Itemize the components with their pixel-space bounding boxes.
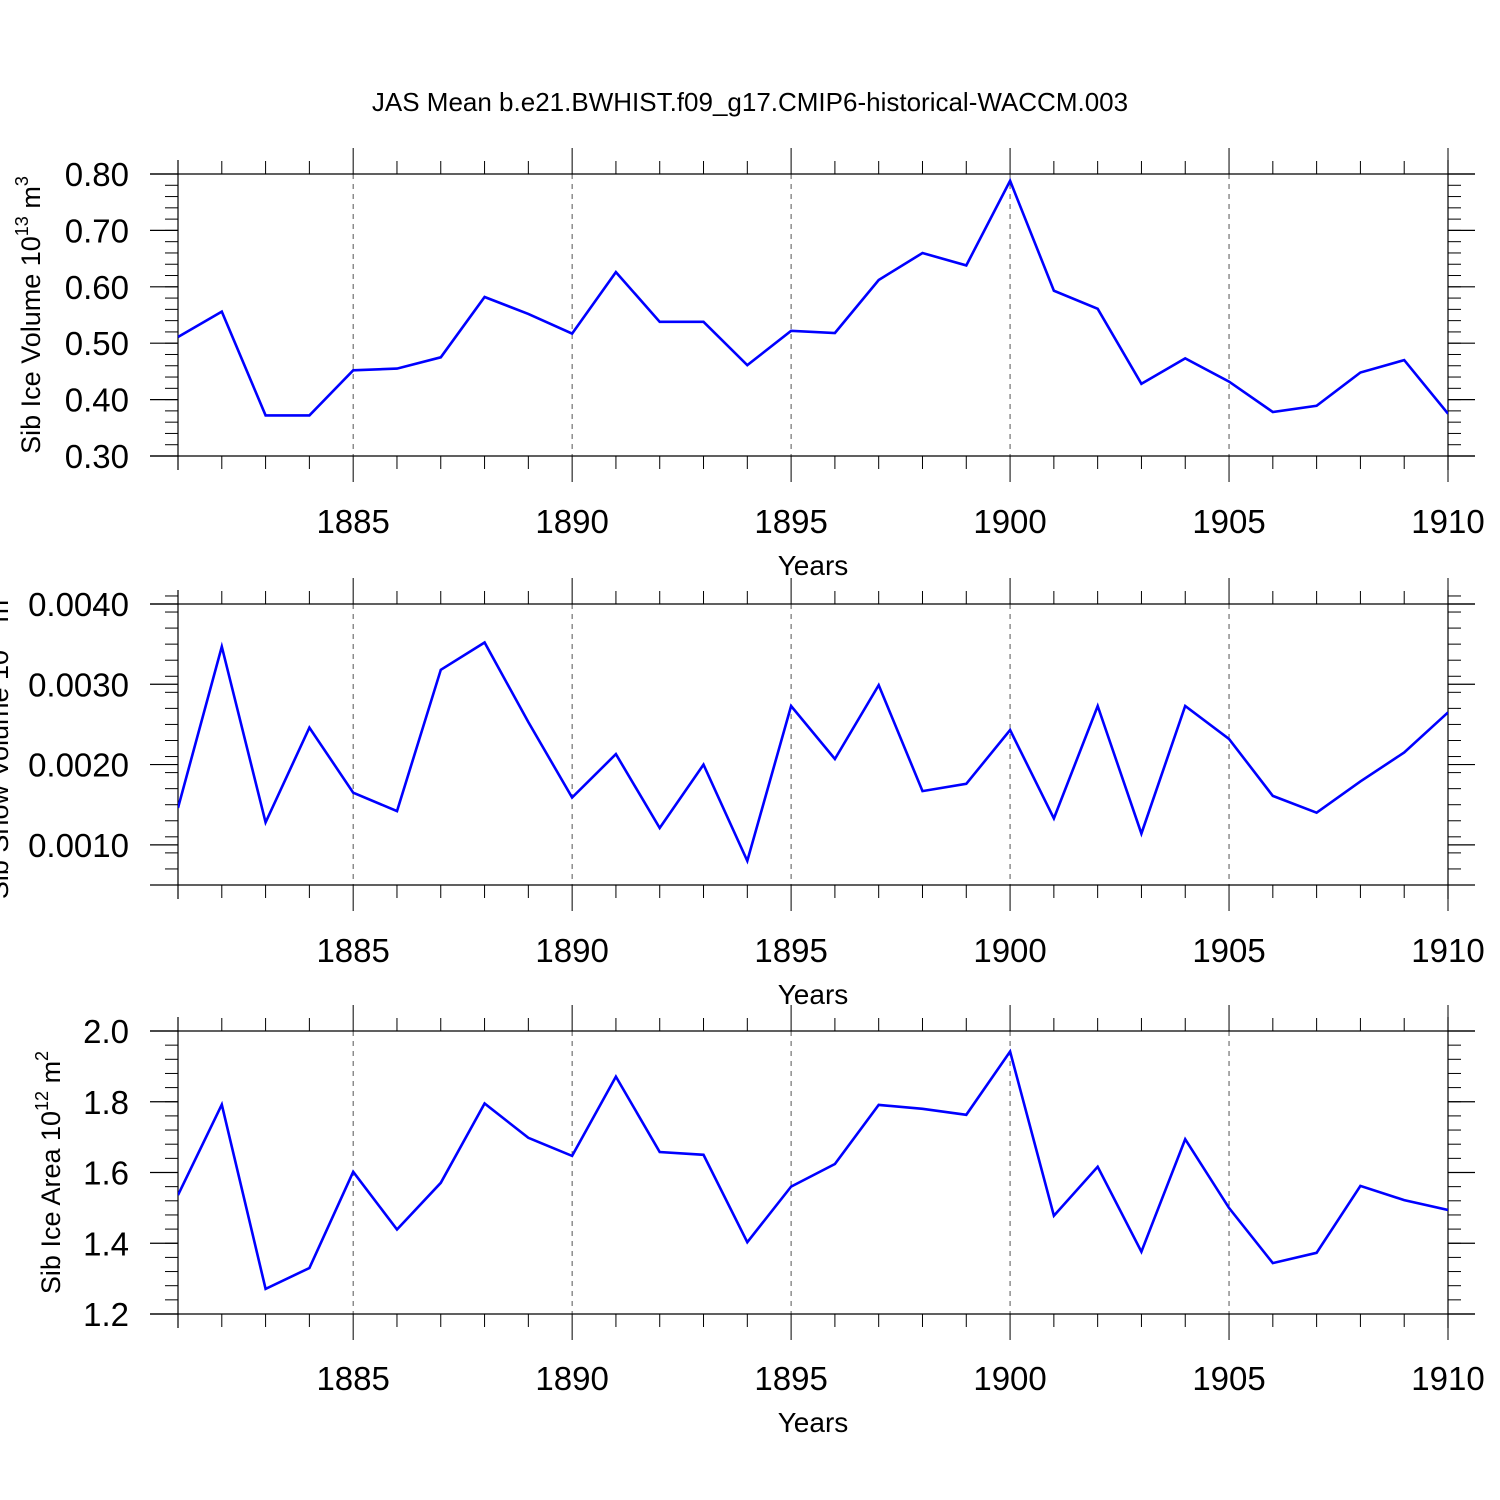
y-tick-label: 1.2	[83, 1296, 129, 1333]
x-tick-label: 1895	[754, 1360, 827, 1397]
x-tick-label: 1905	[1192, 932, 1265, 969]
x-tick-label: 1890	[535, 932, 608, 969]
y-tick-label: 0.80	[65, 156, 129, 193]
x-tick-label: 1890	[535, 1360, 608, 1397]
series-line	[178, 640, 1448, 865]
series-line	[178, 177, 1448, 417]
x-tick-label: 1890	[535, 503, 608, 540]
panel-1: 0.30 0.40 0.50 0.60 0.70 0.80 1885 1890 1895 1900…	[12, 148, 1485, 581]
panel-2: 0.0010 0.0020 0.0030 0.0040 1885 1890 1895 1900…	[0, 578, 1485, 1010]
y-tick-label: 0.0030	[28, 666, 129, 703]
panel-3: 1.2 1.4 1.6 1.8 2.0 1885 1890 1895 1900 1905 1910 Y…	[32, 1005, 1485, 1438]
x-tick-label: 1885	[316, 503, 389, 540]
x-tick-label: 1900	[973, 503, 1046, 540]
y-tick-label: 0.0010	[28, 827, 129, 864]
y-axis-label: Sib Ice Volume 1013 m3	[12, 176, 46, 454]
x-tick-label: 1910	[1411, 932, 1484, 969]
x-axis-label: Years	[778, 979, 849, 1010]
x-tick-label: 1885	[316, 932, 389, 969]
y-axis-label: Sib Snow Volume 1013 m3	[0, 590, 14, 899]
y-tick-label: 0.70	[65, 212, 129, 249]
y-tick-label: 1.4	[83, 1225, 129, 1262]
y-tick-label: 0.30	[65, 438, 129, 475]
x-axis-label: Years	[778, 1407, 849, 1438]
y-tick-label: 0.50	[65, 325, 129, 362]
y-tick-label: 0.0020	[28, 747, 129, 784]
x-tick-label: 1905	[1192, 1360, 1265, 1397]
y-tick-label: 0.0040	[28, 586, 129, 623]
y-tick-label: 0.60	[65, 269, 129, 306]
x-tick-label: 1905	[1192, 503, 1265, 540]
x-tick-label: 1910	[1411, 1360, 1484, 1397]
x-tick-label: 1900	[973, 932, 1046, 969]
y-tick-label: 2.0	[83, 1013, 129, 1050]
x-tick-label: 1885	[316, 1360, 389, 1397]
x-tick-label: 1910	[1411, 503, 1484, 540]
y-tick-label: 1.6	[83, 1155, 129, 1192]
x-tick-label: 1900	[973, 1360, 1046, 1397]
series-line	[178, 1048, 1448, 1291]
x-tick-label: 1895	[754, 503, 827, 540]
x-axis-label: Years	[778, 550, 849, 581]
y-tick-label: 0.40	[65, 382, 129, 419]
y-axis-label: Sib Ice Area 1012 m2	[32, 1051, 66, 1294]
chart-title: JAS Mean b.e21.BWHIST.f09_g17.CMIP6-hist…	[372, 87, 1128, 117]
y-tick-label: 1.8	[83, 1084, 129, 1121]
x-tick-label: 1895	[754, 932, 827, 969]
